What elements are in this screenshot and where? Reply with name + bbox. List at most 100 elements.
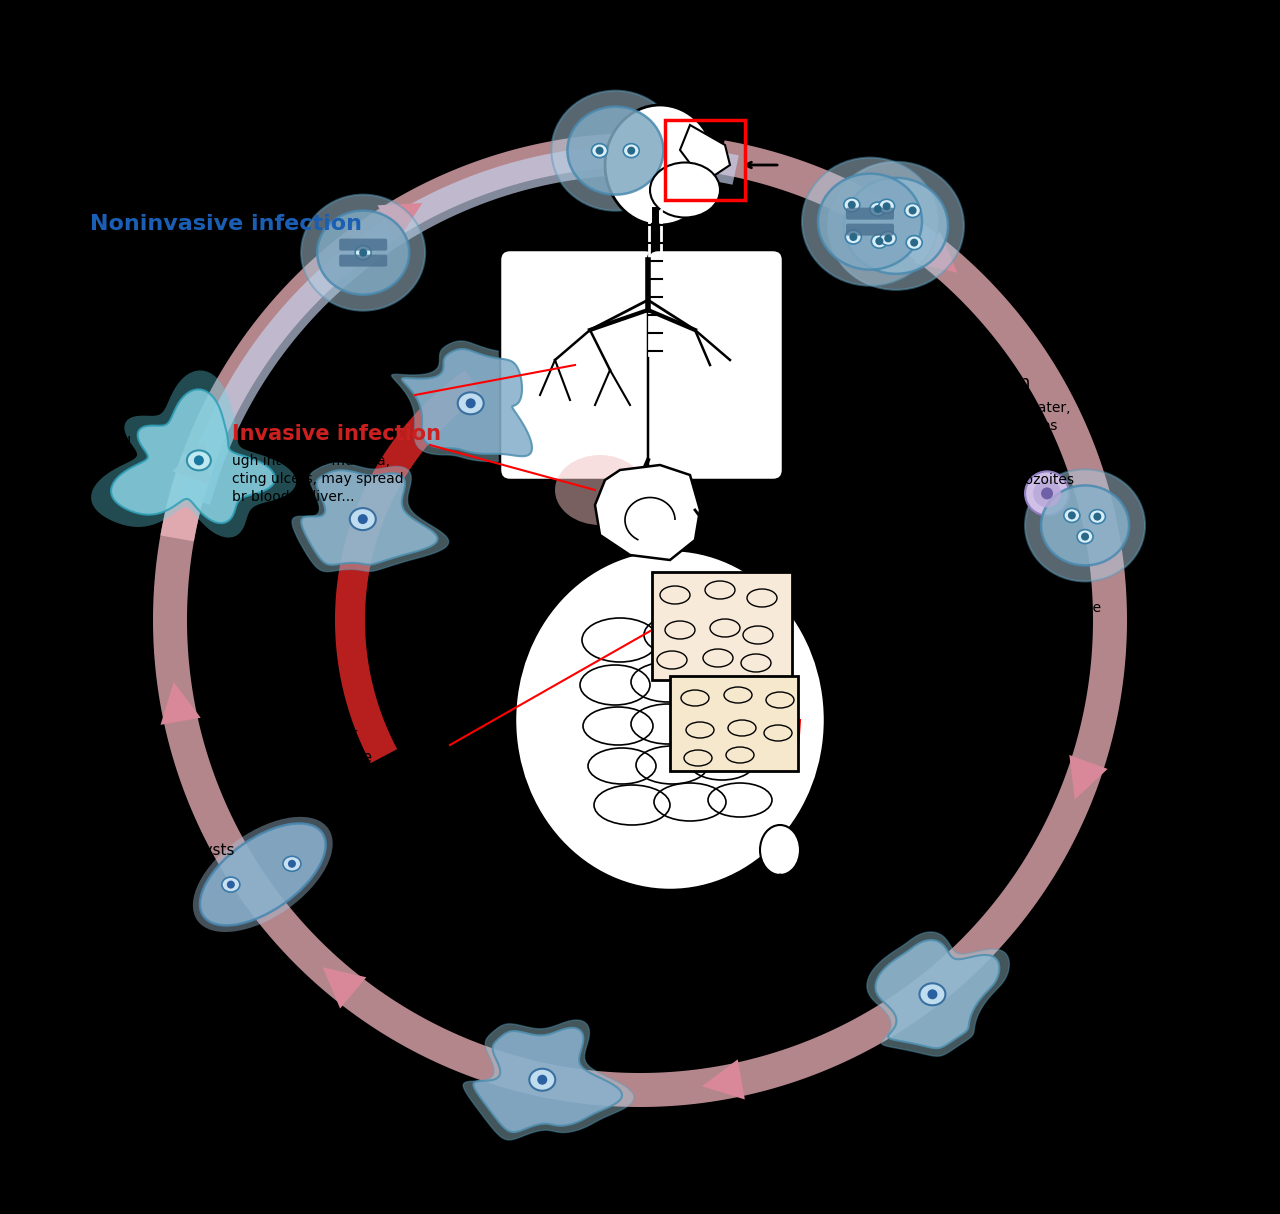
Polygon shape bbox=[474, 1028, 622, 1133]
Ellipse shape bbox=[193, 817, 333, 932]
Polygon shape bbox=[378, 203, 422, 240]
Text: food/water: food/water bbox=[392, 140, 489, 158]
Text: Invasive infection: Invasive infection bbox=[232, 424, 442, 444]
Polygon shape bbox=[160, 134, 682, 541]
Text: on: on bbox=[1009, 374, 1030, 392]
Circle shape bbox=[928, 989, 937, 999]
Text: phozoites: phozoites bbox=[1009, 473, 1075, 487]
Ellipse shape bbox=[355, 245, 371, 260]
Text: divides: divides bbox=[1009, 419, 1057, 433]
Text: intestinal: intestinal bbox=[1009, 619, 1073, 632]
Ellipse shape bbox=[221, 877, 239, 892]
Text: once: once bbox=[1009, 455, 1042, 469]
Circle shape bbox=[193, 455, 204, 465]
Circle shape bbox=[876, 237, 883, 245]
Ellipse shape bbox=[906, 236, 922, 250]
Polygon shape bbox=[160, 682, 201, 725]
Polygon shape bbox=[914, 232, 957, 273]
Ellipse shape bbox=[881, 232, 896, 245]
Text: T: T bbox=[348, 730, 357, 745]
Ellipse shape bbox=[623, 143, 639, 158]
Text: Noninvasive infection: Noninvasive infection bbox=[90, 214, 362, 234]
Circle shape bbox=[874, 205, 882, 212]
Ellipse shape bbox=[605, 104, 716, 225]
Ellipse shape bbox=[567, 107, 663, 194]
Circle shape bbox=[847, 200, 856, 209]
Polygon shape bbox=[402, 350, 532, 456]
Polygon shape bbox=[301, 470, 438, 565]
Bar bbox=[652, 572, 792, 680]
Ellipse shape bbox=[550, 320, 650, 399]
Text: the: the bbox=[348, 750, 374, 765]
Ellipse shape bbox=[1076, 529, 1093, 544]
Polygon shape bbox=[173, 441, 211, 486]
Circle shape bbox=[850, 233, 858, 242]
FancyBboxPatch shape bbox=[648, 250, 783, 480]
Ellipse shape bbox=[870, 202, 886, 216]
Ellipse shape bbox=[905, 204, 920, 217]
Ellipse shape bbox=[556, 455, 645, 524]
Text: ugh intestinal mucosa,: ugh intestinal mucosa, bbox=[232, 454, 390, 469]
Circle shape bbox=[884, 234, 892, 243]
Ellipse shape bbox=[878, 199, 895, 214]
Bar bbox=[669, 676, 797, 771]
Circle shape bbox=[227, 880, 234, 889]
Circle shape bbox=[466, 398, 476, 408]
Text: ure cysts: ure cysts bbox=[165, 843, 234, 858]
Text: br blood to liver...: br blood to liver... bbox=[232, 490, 355, 504]
Polygon shape bbox=[91, 370, 296, 538]
Ellipse shape bbox=[844, 177, 948, 274]
Circle shape bbox=[627, 147, 635, 154]
Ellipse shape bbox=[650, 163, 719, 217]
Circle shape bbox=[883, 203, 891, 210]
Ellipse shape bbox=[187, 450, 211, 470]
Polygon shape bbox=[595, 465, 700, 560]
Polygon shape bbox=[1069, 755, 1107, 800]
FancyBboxPatch shape bbox=[339, 239, 387, 250]
Polygon shape bbox=[182, 144, 739, 505]
FancyBboxPatch shape bbox=[846, 223, 893, 236]
Polygon shape bbox=[111, 390, 275, 523]
Ellipse shape bbox=[349, 509, 376, 531]
Ellipse shape bbox=[1089, 510, 1106, 523]
Circle shape bbox=[1025, 471, 1069, 516]
Ellipse shape bbox=[818, 174, 922, 270]
Ellipse shape bbox=[317, 210, 410, 295]
Ellipse shape bbox=[1025, 470, 1146, 582]
Ellipse shape bbox=[760, 826, 800, 875]
Polygon shape bbox=[323, 968, 366, 1009]
Circle shape bbox=[288, 860, 296, 868]
Text: ucl: ucl bbox=[110, 436, 132, 450]
Text: contaminated: contaminated bbox=[378, 115, 503, 134]
Polygon shape bbox=[876, 940, 1000, 1048]
Circle shape bbox=[1041, 487, 1053, 499]
Circle shape bbox=[595, 147, 604, 154]
Polygon shape bbox=[392, 341, 541, 464]
Circle shape bbox=[1093, 512, 1101, 521]
Circle shape bbox=[1082, 533, 1089, 540]
Circle shape bbox=[909, 206, 916, 215]
Polygon shape bbox=[463, 1020, 634, 1140]
Circle shape bbox=[1068, 511, 1076, 520]
FancyBboxPatch shape bbox=[339, 255, 387, 267]
Ellipse shape bbox=[283, 856, 301, 872]
Text: te water,: te water, bbox=[1009, 401, 1070, 415]
Text: it host  colonizes the: it host colonizes the bbox=[90, 249, 234, 263]
Circle shape bbox=[360, 249, 367, 256]
Ellipse shape bbox=[803, 158, 938, 285]
Ellipse shape bbox=[591, 143, 608, 158]
Text: stool w/o disease: stool w/o disease bbox=[90, 267, 210, 280]
Text: cting ulcers, may spread: cting ulcers, may spread bbox=[232, 472, 403, 486]
Ellipse shape bbox=[919, 983, 946, 1005]
Ellipse shape bbox=[1041, 486, 1129, 566]
Text: s may invade: s may invade bbox=[1009, 601, 1101, 615]
Ellipse shape bbox=[530, 1068, 556, 1090]
Polygon shape bbox=[292, 463, 449, 572]
Ellipse shape bbox=[301, 194, 425, 311]
Ellipse shape bbox=[845, 229, 861, 244]
FancyBboxPatch shape bbox=[846, 208, 893, 220]
Polygon shape bbox=[867, 932, 1010, 1056]
Ellipse shape bbox=[200, 823, 325, 925]
Circle shape bbox=[358, 514, 367, 524]
Ellipse shape bbox=[1064, 509, 1080, 522]
